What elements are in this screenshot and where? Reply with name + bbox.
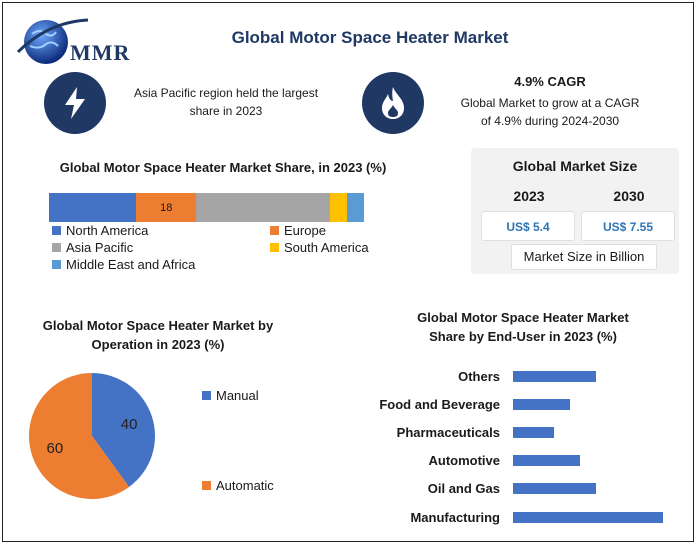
logo [14, 12, 144, 72]
legend-swatch [52, 243, 61, 252]
flame-icon [382, 87, 404, 119]
year-2030-label: 2030 [613, 188, 645, 204]
operation-legend-item: Automatic [202, 478, 274, 493]
legend-swatch [270, 226, 279, 235]
value-2023: US$ 5.4 [481, 211, 575, 241]
pie-slice-automatic [29, 373, 130, 499]
lightning-icon [65, 87, 85, 119]
operation-legend-item: Manual [202, 388, 259, 403]
legend-label: Europe [284, 223, 326, 238]
lightning-badge [44, 72, 106, 134]
enduser-category-label: Manufacturing [410, 509, 500, 525]
legend-label: Manual [216, 388, 259, 403]
value-2030: US$ 7.55 [581, 211, 675, 241]
flame-badge [362, 72, 424, 134]
enduser-category-label: Others [458, 368, 500, 384]
enduser-category-label: Pharmaceuticals [396, 424, 500, 440]
legend-swatch [202, 391, 211, 400]
enduser-category-label: Food and Beverage [379, 396, 500, 412]
pie-slice-label: 40 [121, 416, 138, 433]
enduser-category-label: Oil and Gas [427, 481, 500, 497]
share-legend-item: Europe [270, 223, 326, 238]
enduser-bar [513, 370, 596, 382]
operation-pie: 40 60 [29, 373, 156, 499]
enduser-row: Pharmaceuticals [360, 422, 680, 442]
legend-swatch [270, 243, 279, 252]
legend-label: Middle East and Africa [66, 257, 196, 272]
enduser-bar [513, 398, 570, 410]
legend-label: North America [66, 223, 149, 238]
legend-label: Asia Pacific [66, 240, 134, 255]
share-segment-europe: 18 [136, 193, 197, 222]
logo-text: MMR [70, 40, 131, 65]
share-segment-asia-pacific [196, 193, 331, 222]
market-size-title: Global Market Size [512, 158, 638, 174]
enduser-row: Automotive [360, 451, 680, 471]
share-segment-label: 18 [160, 201, 173, 214]
enduser-row: Manufacturing [360, 507, 680, 527]
operation-chart-title: Global Motor Space Heater Market by Oper… [42, 318, 274, 352]
year-2023-label: 2023 [513, 188, 545, 204]
cagr-title: 4.9% CAGR [514, 74, 586, 89]
stacked-bar: 18 [49, 193, 364, 222]
share-segment-north-america [49, 193, 137, 222]
share-legend-item: North America [52, 223, 148, 238]
legend-swatch [52, 226, 61, 235]
share-chart-title: Global Motor Space Heater Market Share, … [59, 160, 387, 175]
operation-legend: Manual Automatic [202, 388, 322, 498]
share-segment-south-america [330, 193, 348, 222]
enduser-row: Food and Beverage [360, 394, 680, 414]
region-highlight-text: Asia Pacific region held the largest sha… [133, 86, 319, 118]
enduser-bar [513, 455, 581, 467]
pie-slice-manual [92, 373, 156, 487]
enduser-bar [513, 511, 663, 523]
share-legend-item: Middle East and Africa [52, 257, 195, 272]
enduser-row: Others [360, 366, 680, 386]
share-segment-middle-east-and-africa [347, 193, 364, 222]
enduser-category-label: Automotive [428, 453, 501, 469]
pie-slice-label: 60 [47, 440, 64, 457]
globe-icon [16, 18, 89, 64]
enduser-bar-chart: Others Food and Beverage Pharmaceuticals Au… [360, 366, 680, 532]
legend-swatch [52, 260, 61, 269]
market-size-footer: Market Size in Billion [511, 244, 657, 270]
legend-label: South America [284, 240, 369, 255]
legend-swatch [202, 481, 211, 490]
page-title: Global Motor Space Heater Market [231, 28, 509, 47]
legend-label: Automatic [216, 478, 274, 493]
share-legend: North America Europe Asia Pacific South Ame… [52, 223, 412, 275]
enduser-bar [513, 426, 555, 438]
share-legend-item: South America [270, 240, 369, 255]
share-legend-item: Asia Pacific [52, 240, 133, 255]
enduser-row: Oil and Gas [360, 479, 680, 499]
cagr-text: Global Market to grow at a CAGR of 4.9% … [460, 96, 640, 128]
enduser-chart-title: Global Motor Space Heater Market Share b… [417, 310, 629, 344]
enduser-bar [513, 483, 596, 495]
